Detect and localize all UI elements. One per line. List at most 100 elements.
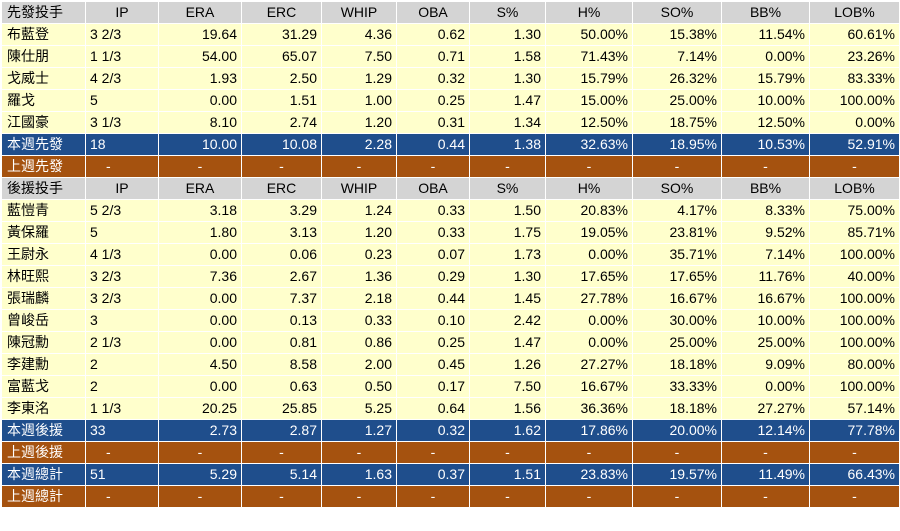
cell-oba: - [396, 485, 470, 508]
cell-whip: 1.63 [321, 463, 397, 486]
table-body: 先發投手 IP ERA ERC WHIP OBA S% H% SO% BB% LOB% 布藍登 3 2/… [1, 1, 900, 508]
cell-bb-pct: 9.52% [721, 221, 810, 244]
cell-erc: 0.06 [241, 243, 322, 266]
cell-ip: 1 1/3 [85, 397, 159, 420]
cell-oba: 0.17 [396, 375, 470, 398]
cell-whip: 4.36 [321, 23, 397, 46]
cell-erc: 5.14 [241, 463, 322, 486]
cell-s-pct: 1.34 [469, 111, 546, 134]
starters-this-week-row: 本週先發 18 10.00 10.08 2.28 0.44 1.38 32.63% 18.95%… [1, 133, 900, 156]
cell-name: 上週先發 [1, 155, 86, 178]
cell-era: 5.29 [158, 463, 242, 486]
cell-whip: 1.00 [321, 89, 397, 112]
total-this-week-row: 本週總計 51 5.29 5.14 1.63 0.37 1.51 23.83% 19.57% 11… [1, 463, 900, 486]
cell-h-pct: 15.00% [545, 89, 633, 112]
cell-name: 羅戈 [1, 89, 86, 112]
cell-erc: 8.58 [241, 353, 322, 376]
cell-whip: 1.29 [321, 67, 397, 90]
cell-ip: 3 2/3 [85, 265, 159, 288]
cell-s-pct: - [469, 485, 546, 508]
cell-bb-pct: 11.76% [721, 265, 810, 288]
cell-bb-pct: 10.00% [721, 309, 810, 332]
cell-whip: 1.24 [321, 199, 397, 222]
cell-so-pct: 4.17% [632, 199, 722, 222]
cell-h-pct: 27.78% [545, 287, 633, 310]
cell-s-pct: 1.30 [469, 23, 546, 46]
starter-row: 羅戈 5 0.00 1.51 1.00 0.25 1.47 15.00% 25.00% 10.00… [1, 89, 900, 112]
header-cell-name: 後援投手 [1, 177, 86, 200]
cell-ip: 5 [85, 221, 159, 244]
cell-name: 陳冠勳 [1, 331, 86, 354]
cell-oba: 0.29 [396, 265, 470, 288]
cell-s-pct: - [469, 155, 546, 178]
cell-erc: 7.37 [241, 287, 322, 310]
cell-whip: 7.50 [321, 45, 397, 68]
cell-erc: - [241, 441, 322, 464]
cell-so-pct: - [632, 441, 722, 464]
cell-lob-pct: 60.61% [809, 23, 900, 46]
cell-erc: 0.63 [241, 375, 322, 398]
header-cell-era: ERA [158, 1, 242, 24]
reliever-row: 陳冠勳 2 1/3 0.00 0.81 0.86 0.25 1.47 0.00% 25.00% 2… [1, 331, 900, 354]
cell-h-pct: 17.86% [545, 419, 633, 442]
reliever-row: 藍愷青 5 2/3 3.18 3.29 1.24 0.33 1.50 20.83% 4.17% 8… [1, 199, 900, 222]
cell-s-pct: 1.30 [469, 265, 546, 288]
cell-so-pct: 23.81% [632, 221, 722, 244]
cell-erc: 2.67 [241, 265, 322, 288]
cell-era: 2.73 [158, 419, 242, 442]
cell-name: 江國豪 [1, 111, 86, 134]
header-cell-so-pct: SO% [632, 1, 722, 24]
cell-h-pct: - [545, 155, 633, 178]
cell-so-pct: 19.57% [632, 463, 722, 486]
cell-ip: 3 [85, 309, 159, 332]
cell-h-pct: 12.50% [545, 111, 633, 134]
cell-whip: 0.50 [321, 375, 397, 398]
cell-ip: 2 [85, 375, 159, 398]
cell-so-pct: 18.75% [632, 111, 722, 134]
cell-lob-pct: 40.00% [809, 265, 900, 288]
cell-whip: 0.86 [321, 331, 397, 354]
cell-whip: - [321, 485, 397, 508]
cell-ip: 1 1/3 [85, 45, 159, 68]
cell-s-pct: 1.56 [469, 397, 546, 420]
cell-oba: 0.33 [396, 199, 470, 222]
cell-h-pct: 32.63% [545, 133, 633, 156]
cell-oba: 0.44 [396, 287, 470, 310]
cell-s-pct: 1.62 [469, 419, 546, 442]
cell-h-pct: - [545, 485, 633, 508]
cell-name: 李建勳 [1, 353, 86, 376]
reliever-row: 王尉永 4 1/3 0.00 0.06 0.23 0.07 1.73 0.00% 35.71% 7… [1, 243, 900, 266]
cell-oba: 0.62 [396, 23, 470, 46]
cell-so-pct: - [632, 155, 722, 178]
cell-lob-pct: 100.00% [809, 287, 900, 310]
cell-era: 0.00 [158, 309, 242, 332]
cell-lob-pct: - [809, 155, 900, 178]
header-cell-era: ERA [158, 177, 242, 200]
cell-whip: - [321, 155, 397, 178]
relievers-this-week-row: 本週後援 33 2.73 2.87 1.27 0.32 1.62 17.86% 20.00% 12… [1, 419, 900, 442]
cell-bb-pct: 11.49% [721, 463, 810, 486]
cell-so-pct: 18.95% [632, 133, 722, 156]
cell-oba: 0.31 [396, 111, 470, 134]
header-cell-ip: IP [85, 177, 159, 200]
cell-s-pct: 1.47 [469, 331, 546, 354]
cell-lob-pct: 52.91% [809, 133, 900, 156]
reliever-row: 富藍戈 2 0.00 0.63 0.50 0.17 7.50 16.67% 33.33% 0.00… [1, 375, 900, 398]
cell-so-pct: 25.00% [632, 89, 722, 112]
cell-ip: 5 [85, 89, 159, 112]
cell-h-pct: 27.27% [545, 353, 633, 376]
cell-oba: 0.07 [396, 243, 470, 266]
cell-bb-pct: 12.14% [721, 419, 810, 442]
cell-lob-pct: 57.14% [809, 397, 900, 420]
cell-erc: 10.08 [241, 133, 322, 156]
cell-erc: 2.87 [241, 419, 322, 442]
cell-erc: 31.29 [241, 23, 322, 46]
cell-ip: 18 [85, 133, 159, 156]
header-cell-bb-pct: BB% [721, 1, 810, 24]
cell-bb-pct: 0.00% [721, 375, 810, 398]
cell-so-pct: 20.00% [632, 419, 722, 442]
cell-ip: 2 [85, 353, 159, 376]
cell-s-pct: 1.45 [469, 287, 546, 310]
cell-bb-pct: 27.27% [721, 397, 810, 420]
cell-s-pct: 1.26 [469, 353, 546, 376]
